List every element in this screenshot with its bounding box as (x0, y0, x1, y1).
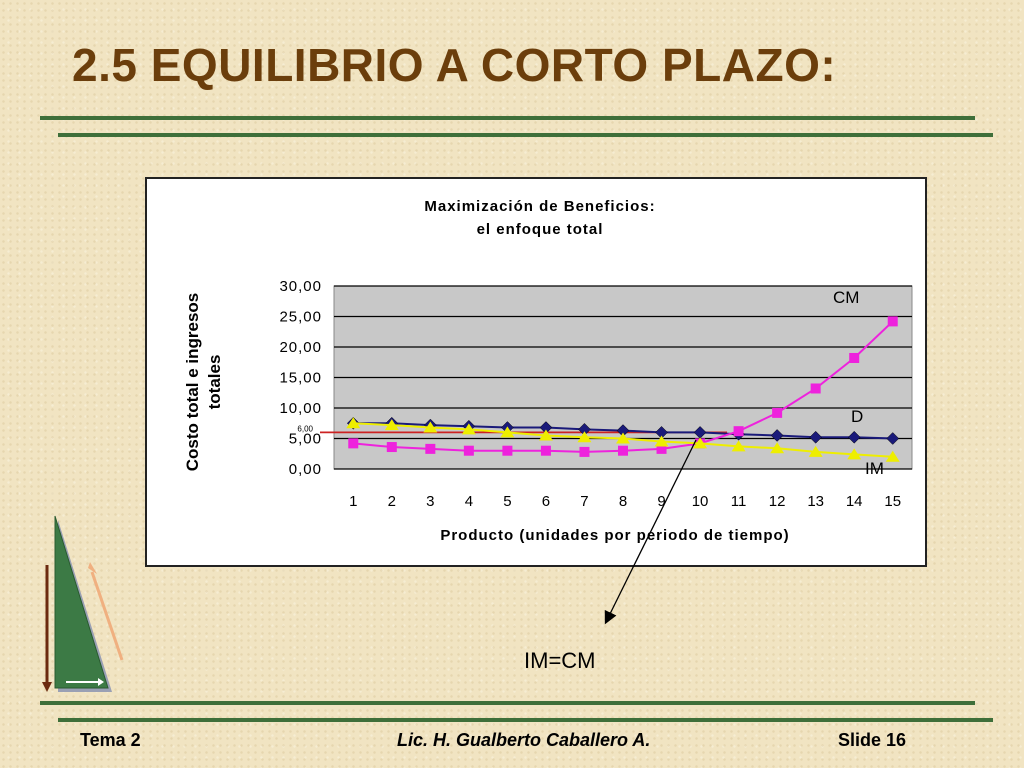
data-point-im (577, 431, 592, 443)
chart-panel: Maximización de Beneficios: el enfoque t… (145, 177, 927, 567)
data-point-cm (579, 446, 590, 457)
x-tick-label: 10 (692, 493, 709, 510)
footer-author: Lic. H. Gualberto Caballero A. (397, 730, 651, 750)
data-point-cm (386, 442, 397, 453)
x-tick-label: 3 (426, 493, 434, 510)
x-tick-label: 8 (619, 493, 627, 510)
y-axis-title-line1: Costo total e ingresos (183, 293, 202, 472)
data-point-cm (540, 445, 551, 456)
data-point-cm (425, 443, 436, 454)
x-tick-label: 12 (769, 493, 786, 510)
y-tick-label: 25,00 (279, 309, 322, 326)
equilibrium-label: IM=CM (524, 648, 596, 673)
data-point-cm (733, 426, 744, 437)
data-point-cm (810, 383, 821, 394)
data-point-cm (849, 352, 860, 363)
y-tick-label: 5,00 (289, 431, 322, 448)
x-tick-label: 5 (503, 493, 511, 510)
data-point-im (461, 423, 476, 435)
data-point-d (886, 432, 900, 445)
series-label-im: IM (865, 459, 884, 478)
data-point-cm (463, 445, 474, 456)
y-tick-label: 20,00 (279, 339, 322, 356)
x-axis-title: Producto (unidades por periodo de tiempo… (440, 527, 789, 544)
footer-rule-bottom (58, 718, 993, 722)
data-point-im (885, 450, 900, 462)
data-point-im (423, 421, 438, 433)
decorative-triangle-graphic (42, 515, 124, 692)
x-tick-label: 6 (542, 493, 550, 510)
data-point-im (808, 445, 823, 457)
series-label-cm: CM (833, 288, 859, 307)
x-tick-label: 4 (465, 493, 473, 510)
chart-title-line2: el enfoque total (477, 221, 604, 238)
x-tick-label: 9 (657, 493, 665, 510)
data-point-im (847, 448, 862, 460)
x-tick-label: 7 (580, 493, 588, 510)
data-point-im (770, 442, 785, 454)
footer-slide-number: Slide 16 (838, 730, 907, 750)
x-tick-label: 14 (846, 493, 863, 510)
data-point-cm (772, 407, 783, 418)
footer-rule-top (40, 701, 975, 705)
title-rule-top (40, 116, 975, 120)
x-tick-label: 2 (388, 493, 396, 510)
data-point-im (346, 417, 361, 429)
data-point-d (770, 429, 784, 442)
y-tick-label: 0,00 (289, 461, 322, 478)
data-point-cm (618, 445, 628, 456)
data-point-cm (502, 445, 513, 456)
data-point-d (809, 430, 823, 444)
y-axis-title-line2: totales (205, 355, 224, 410)
y-tick-label: 15,00 (279, 370, 322, 387)
data-point-d (847, 430, 861, 444)
x-tick-label: 11 (731, 493, 747, 510)
data-point-cm (348, 438, 359, 449)
x-tick-label: 15 (884, 493, 901, 510)
chart-title-line1: Maximización de Beneficios: (424, 198, 655, 215)
y-tick-label: 10,00 (279, 400, 322, 417)
reference-line-label: 6,00 (297, 424, 313, 433)
data-point-im (384, 419, 399, 431)
data-point-im (538, 429, 553, 441)
y-tick-label: 30,00 (279, 278, 322, 295)
x-tick-label: 1 (349, 493, 357, 510)
slide-title: 2.5 EQUILIBRIO A CORTO PLAZO: (72, 39, 837, 91)
line-chart: Maximización de Beneficios: el enfoque t… (183, 198, 913, 544)
data-point-im (500, 426, 515, 438)
y-axis-title: Costo total e ingresos totales (183, 293, 224, 472)
series-label-d: D (851, 407, 863, 426)
data-point-cm (887, 316, 898, 327)
footer-topic: Tema 2 (80, 730, 141, 750)
x-tick-label: 13 (807, 493, 824, 510)
title-rule-bottom (58, 133, 993, 137)
data-point-im (731, 440, 746, 452)
